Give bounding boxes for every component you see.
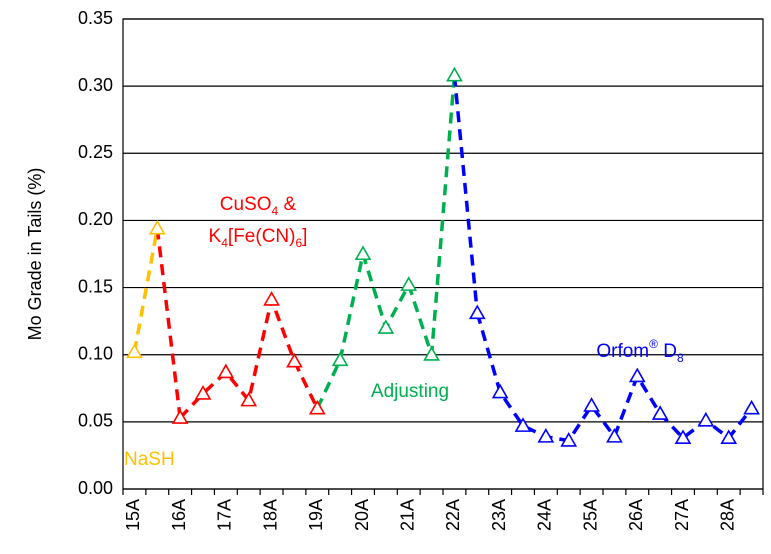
label-part: 4 [221,236,228,250]
marker [628,367,646,383]
marker [583,397,600,412]
x-tick-label: 16A [169,499,189,531]
x-tick-label: 18A [260,499,280,531]
label-part: 6 [295,236,302,250]
label-part: D [658,341,677,362]
x-tick-label: 24A [535,499,555,531]
label-part: Orfom [596,341,649,362]
marker [126,343,143,359]
marker [468,304,486,320]
x-tick-label: 19A [306,499,326,531]
series-annotation: Adjusting [371,381,449,402]
series-annotation: CuSO4 & K4[Fe(CN)6] [209,194,308,250]
marker [720,429,738,445]
label-line: K4[Fe(CN)6] [209,226,308,250]
x-tick-label: 28A [717,499,737,531]
y-tick-label: 0.10 [78,343,113,363]
marker [171,409,189,424]
x-tick-label: 22A [443,499,463,531]
marker [423,346,440,361]
x-tick-label: 15A [123,499,143,531]
marker [651,405,669,420]
marker [743,399,760,415]
label-part: & [278,194,296,215]
y-tick-label: 0.25 [78,142,113,162]
series-line [132,228,160,353]
series-line [338,75,457,361]
label-part: 8 [677,351,684,365]
marker [674,429,692,445]
y-axis-label: Mo Grade in Tails (%) [25,168,45,341]
label-line: CuSO4 & [220,194,297,218]
label-part: CuSO [220,194,272,215]
x-tick-label: 27A [672,499,692,531]
label-part: 4 [272,204,279,218]
series-annotation: Orfom® D8 [596,337,684,365]
marker [286,352,303,368]
connector [452,75,480,314]
y-tick-label: 0.35 [78,8,113,28]
x-tick-label: 20A [352,499,372,531]
marker [354,245,372,261]
marker [240,391,258,407]
label-part: NaSH [124,449,175,470]
marker [537,428,555,443]
x-tick-label: 21A [397,499,417,531]
connector [155,228,182,419]
marker [560,432,578,447]
marker [606,428,623,443]
marker [377,319,395,334]
label-part: K [209,226,222,247]
marker [308,399,326,415]
y-tick-label: 0.15 [78,276,113,296]
label-part: [Fe(CN) [228,226,296,247]
marker [263,291,280,306]
marker [148,219,166,235]
marker [697,411,715,427]
label-part: ] [302,226,307,247]
y-tick-label: 0.05 [78,411,113,431]
x-tick-label: 26A [626,499,646,531]
x-tick-label: 23A [489,499,509,531]
label-part: Adjusting [371,381,449,402]
marker [514,417,532,432]
x-tick-label: 25A [580,499,600,531]
marker [446,66,463,82]
series-annotation: NaSH [124,449,175,470]
marker [217,363,235,379]
label-part: ® [649,337,658,351]
y-tick-label: 0.00 [78,478,113,498]
marker [194,385,212,400]
y-tick-label: 0.30 [78,75,113,95]
x-tick-label: 17A [215,499,235,531]
marker [491,383,509,399]
marker [400,276,418,291]
connector [315,359,342,410]
y-tick-label: 0.20 [78,209,113,229]
marker [331,351,349,367]
